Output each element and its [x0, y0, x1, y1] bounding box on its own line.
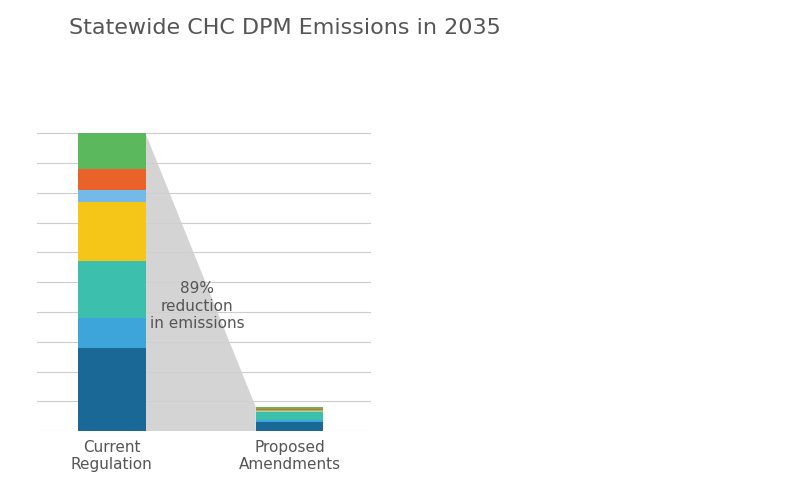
Bar [78, 133, 146, 169]
Bar [256, 420, 323, 422]
Bar [256, 411, 323, 412]
Polygon shape [146, 133, 256, 431]
Bar [78, 348, 146, 431]
Bar [256, 412, 323, 420]
Text: 89%
reduction
in emissions: 89% reduction in emissions [150, 281, 245, 331]
Bar [78, 169, 146, 190]
Bar [256, 410, 323, 411]
Bar [78, 190, 146, 202]
Bar [256, 407, 323, 409]
Bar [256, 422, 323, 431]
Bar [78, 261, 146, 318]
Bar [78, 318, 146, 348]
Bar [78, 202, 146, 261]
Bar [256, 409, 323, 410]
Title: Statewide CHC DPM Emissions in 2035: Statewide CHC DPM Emissions in 2035 [69, 18, 501, 38]
